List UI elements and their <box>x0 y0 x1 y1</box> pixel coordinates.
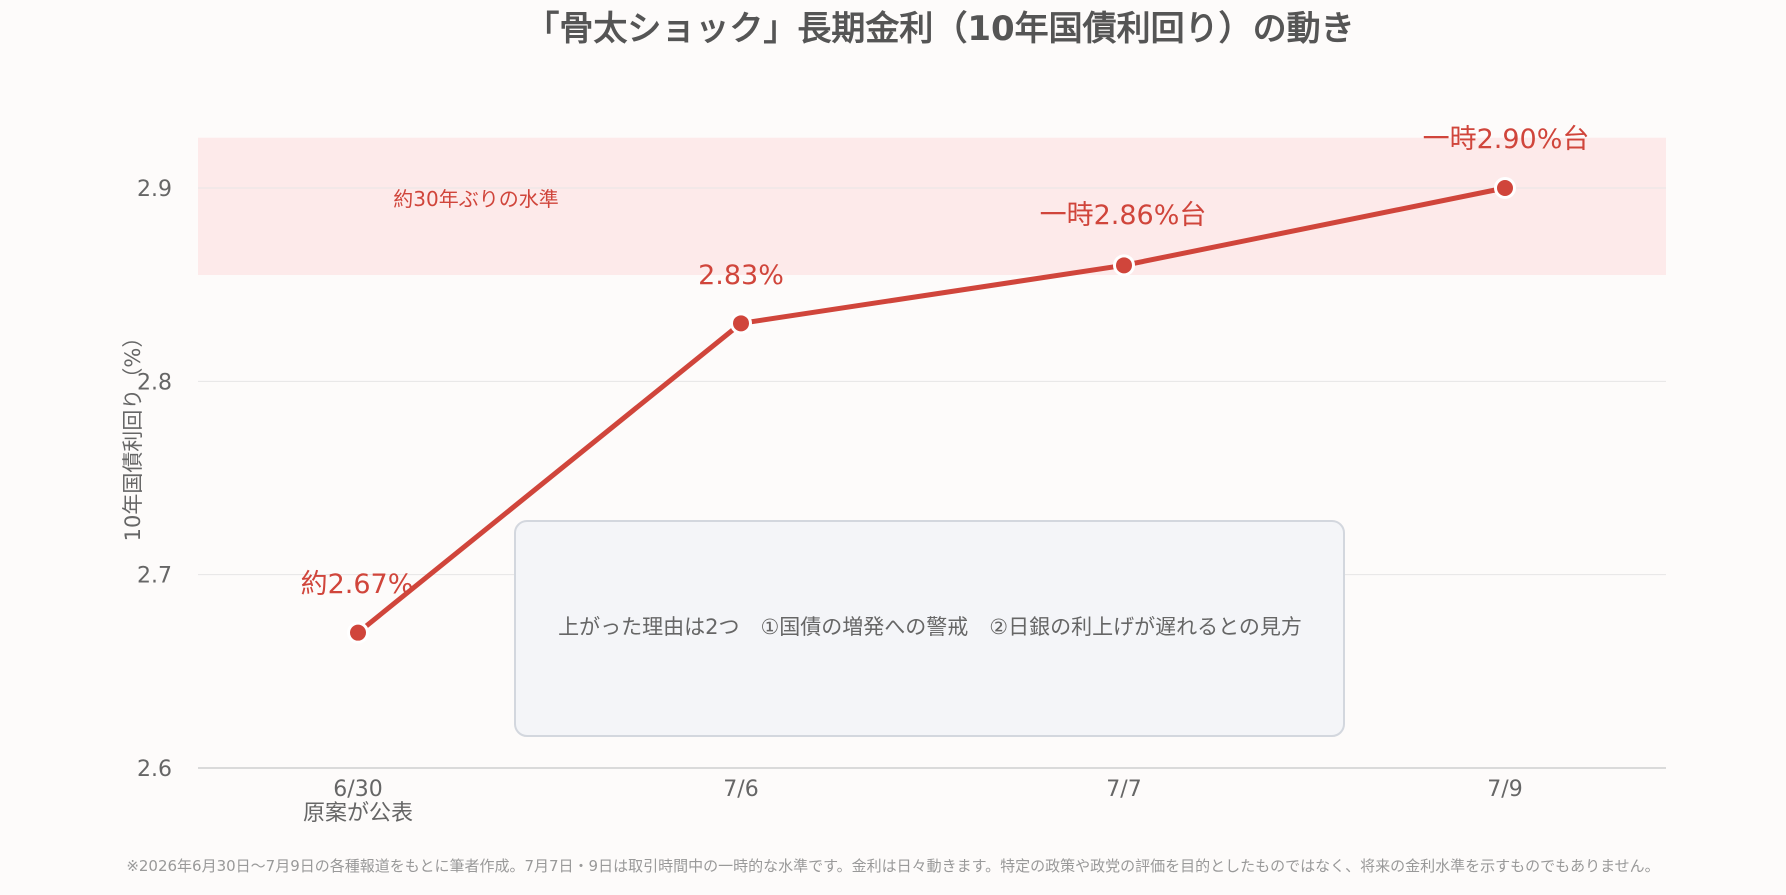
note-text: 上がった理由は2つ ①国債の増発への警戒 ②日銀の利上げが遅れるとの見方 <box>558 615 1302 639</box>
footnote: ※2026年6月30日〜7月9日の各種報道をもとに筆者作成。7月7日・9日は取引… <box>126 857 1659 875</box>
data-point <box>1113 254 1135 277</box>
y-axis-ticks: 2.6 2.7 2.8 2.9 <box>137 177 172 782</box>
x-tick-label: 7/9 <box>1487 777 1522 802</box>
y-tick-label: 2.9 <box>137 177 172 202</box>
note-box <box>514 520 1345 737</box>
y-axis-label: 10年国債利回り（%） <box>121 327 145 542</box>
band-label: 約30年ぶりの水準 <box>393 187 558 211</box>
data-point <box>1494 177 1516 199</box>
series-layer: 約2.67% 2.83% 一時2.86%台 一時2.90%台 <box>301 124 1590 644</box>
y-tick-label: 2.8 <box>137 370 172 395</box>
x-tick-label: 7/7 <box>1106 777 1141 802</box>
x-tick-sublabel: 原案が公表 <box>303 801 413 826</box>
data-label: 一時2.90%台 <box>1423 124 1590 155</box>
x-tick-label: 7/6 <box>723 777 758 802</box>
chart-title: 「骨太ショック」長期金利（10年国債利回り）の動き <box>525 9 1354 49</box>
y-tick-label: 2.6 <box>137 757 172 782</box>
y-tick-label: 2.7 <box>137 564 172 589</box>
data-label: 約2.67% <box>301 569 414 600</box>
data-label: 2.83% <box>698 260 784 291</box>
x-tick-label: 6/30 <box>333 777 382 802</box>
data-point <box>730 312 752 335</box>
data-label: 一時2.86%台 <box>1040 200 1207 231</box>
series-line <box>355 185 1508 636</box>
data-point <box>347 621 369 644</box>
